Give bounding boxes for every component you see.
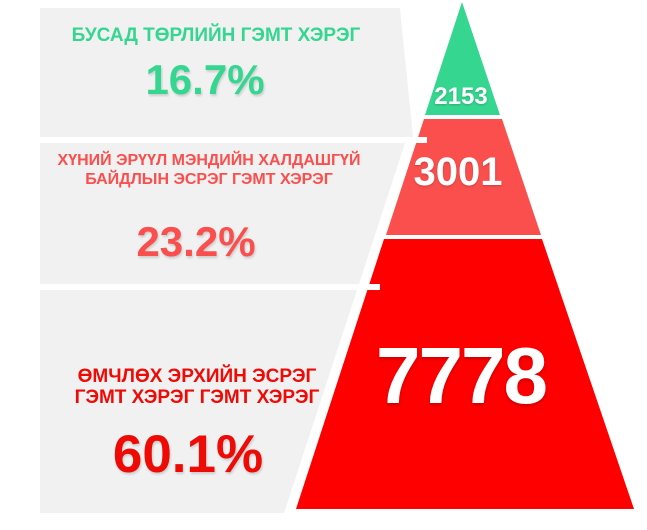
divider-level2-level3 (40, 284, 380, 290)
level1-percent: 16.7% (145, 56, 265, 103)
panel-level1-background (40, 8, 413, 137)
level2-label-line2: БАЙДЛЫН ЭСРЭГ ГЭМТ ХЭРЭГ (85, 171, 333, 188)
divider-level1-level2 (40, 137, 427, 143)
pyramid-tier-top (425, 2, 500, 115)
level2-label: ХҮНИЙ ЭРҮҮЛ МЭНДИЙН ХАЛДАШГҮЙ БАЙДЛЫН ЭС… (40, 151, 378, 189)
level3-label: ӨМЧЛӨХ ЭРХИЙН ЭСРЭГ ГЭМТ ХЭРЭГ ГЭМТ ХЭРЭ… (40, 366, 354, 408)
tier3-value: 7778 (376, 331, 548, 420)
level3-label-line2: ГЭМТ ХЭРЭГ ГЭМТ ХЭРЭГ (74, 387, 320, 408)
level2-label-line1: ХҮНИЙ ЭРҮҮЛ МЭНДИЙН ХАЛДАШГҮЙ (57, 152, 361, 169)
tier2-value: 3001 (413, 150, 503, 194)
pyramid-tier-bottom (296, 239, 634, 509)
tier1-value: 2153 (434, 83, 488, 110)
panel-level2-background (40, 143, 405, 284)
level1-label: БУСАД ТӨРЛИЙН ГЭМТ ХЭРЭГ (71, 25, 361, 46)
level3-percent: 60.1% (112, 425, 264, 484)
level3-label-line1: ӨМЧЛӨХ ЭРХИЙН ЭСРЭГ (77, 366, 317, 387)
level2-percent: 23.2% (136, 218, 256, 265)
pyramid-tier-middle (386, 119, 541, 235)
